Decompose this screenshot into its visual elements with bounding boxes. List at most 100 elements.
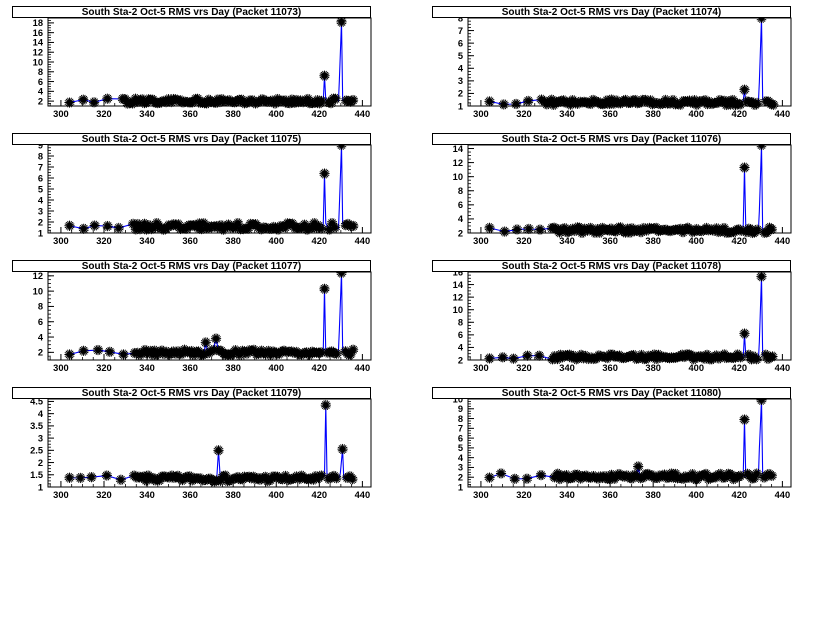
svg-text:360: 360 xyxy=(182,490,198,500)
svg-text:300: 300 xyxy=(53,490,69,500)
svg-text:4: 4 xyxy=(458,343,464,353)
svg-text:6: 6 xyxy=(38,317,43,327)
svg-text:340: 340 xyxy=(139,490,155,500)
svg-text:440: 440 xyxy=(355,109,371,119)
svg-text:380: 380 xyxy=(645,490,661,500)
svg-text:300: 300 xyxy=(53,236,69,246)
svg-text:10: 10 xyxy=(33,286,43,296)
svg-text:440: 440 xyxy=(775,490,791,500)
svg-text:380: 380 xyxy=(645,363,661,373)
svg-text:420: 420 xyxy=(732,236,748,246)
svg-text:8: 8 xyxy=(458,318,463,328)
svg-text:400: 400 xyxy=(268,109,284,119)
svg-text:2: 2 xyxy=(458,228,463,238)
svg-text:3.5: 3.5 xyxy=(30,421,43,431)
svg-text:3: 3 xyxy=(38,433,43,443)
svg-text:320: 320 xyxy=(96,363,112,373)
svg-text:1: 1 xyxy=(458,482,463,492)
svg-text:360: 360 xyxy=(182,363,198,373)
svg-text:12: 12 xyxy=(33,48,43,58)
svg-text:6: 6 xyxy=(458,38,463,48)
svg-text:340: 340 xyxy=(559,490,575,500)
svg-text:340: 340 xyxy=(559,109,575,119)
svg-text:7: 7 xyxy=(458,26,463,36)
svg-text:300: 300 xyxy=(473,363,489,373)
svg-text:18: 18 xyxy=(33,18,43,28)
svg-text:9: 9 xyxy=(458,404,463,414)
svg-text:420: 420 xyxy=(312,109,328,119)
svg-text:2: 2 xyxy=(38,348,43,358)
svg-text:12: 12 xyxy=(33,271,43,281)
svg-text:440: 440 xyxy=(355,363,371,373)
svg-text:360: 360 xyxy=(602,109,618,119)
svg-text:400: 400 xyxy=(268,363,284,373)
svg-text:3: 3 xyxy=(458,76,463,86)
svg-text:400: 400 xyxy=(268,236,284,246)
svg-text:340: 340 xyxy=(139,109,155,119)
svg-text:340: 340 xyxy=(559,363,575,373)
svg-text:380: 380 xyxy=(645,109,661,119)
svg-text:4: 4 xyxy=(38,87,44,97)
svg-text:440: 440 xyxy=(775,363,791,373)
svg-text:320: 320 xyxy=(516,236,532,246)
svg-text:12: 12 xyxy=(453,158,463,168)
svg-text:2: 2 xyxy=(458,355,463,365)
svg-text:340: 340 xyxy=(559,236,575,246)
svg-text:400: 400 xyxy=(688,236,704,246)
svg-text:8: 8 xyxy=(38,151,43,161)
svg-text:300: 300 xyxy=(53,363,69,373)
svg-text:3: 3 xyxy=(38,206,43,216)
svg-text:380: 380 xyxy=(225,490,241,500)
svg-text:5: 5 xyxy=(458,51,463,61)
svg-text:420: 420 xyxy=(312,490,328,500)
svg-text:4: 4 xyxy=(38,332,44,342)
svg-text:6: 6 xyxy=(458,330,463,340)
svg-text:5: 5 xyxy=(458,443,463,453)
svg-text:2: 2 xyxy=(38,96,43,106)
svg-text:300: 300 xyxy=(473,236,489,246)
svg-text:14: 14 xyxy=(33,38,44,48)
svg-text:2.5: 2.5 xyxy=(30,446,43,456)
svg-text:420: 420 xyxy=(732,490,748,500)
svg-text:10: 10 xyxy=(453,172,463,182)
svg-text:14: 14 xyxy=(453,280,464,290)
svg-text:10: 10 xyxy=(453,305,463,315)
svg-text:440: 440 xyxy=(775,109,791,119)
svg-text:3: 3 xyxy=(458,463,463,473)
svg-text:2: 2 xyxy=(458,89,463,99)
svg-text:320: 320 xyxy=(96,236,112,246)
svg-text:16: 16 xyxy=(33,28,43,38)
svg-text:360: 360 xyxy=(182,236,198,246)
svg-text:380: 380 xyxy=(225,236,241,246)
svg-text:320: 320 xyxy=(516,363,532,373)
svg-text:420: 420 xyxy=(312,363,328,373)
svg-text:7: 7 xyxy=(458,424,463,434)
svg-text:4: 4 xyxy=(458,214,464,224)
svg-text:4: 4 xyxy=(38,195,44,205)
svg-text:14: 14 xyxy=(453,144,464,154)
svg-text:420: 420 xyxy=(732,109,748,119)
svg-text:10: 10 xyxy=(33,57,43,67)
svg-text:320: 320 xyxy=(96,490,112,500)
svg-text:360: 360 xyxy=(602,363,618,373)
svg-text:340: 340 xyxy=(139,236,155,246)
svg-text:400: 400 xyxy=(268,490,284,500)
svg-text:380: 380 xyxy=(645,236,661,246)
svg-text:6: 6 xyxy=(458,200,463,210)
svg-text:1: 1 xyxy=(38,228,43,238)
svg-text:440: 440 xyxy=(775,236,791,246)
svg-text:4: 4 xyxy=(458,453,464,463)
svg-text:8: 8 xyxy=(458,414,463,424)
svg-text:420: 420 xyxy=(312,236,328,246)
svg-text:4: 4 xyxy=(38,409,44,419)
svg-text:320: 320 xyxy=(516,490,532,500)
svg-text:7: 7 xyxy=(38,162,43,172)
svg-text:2: 2 xyxy=(458,473,463,483)
svg-text:2: 2 xyxy=(38,217,43,227)
svg-text:4: 4 xyxy=(458,64,464,74)
svg-text:420: 420 xyxy=(732,363,748,373)
svg-text:2: 2 xyxy=(38,458,43,468)
svg-text:6: 6 xyxy=(38,173,43,183)
svg-text:5: 5 xyxy=(38,184,43,194)
svg-text:440: 440 xyxy=(355,236,371,246)
